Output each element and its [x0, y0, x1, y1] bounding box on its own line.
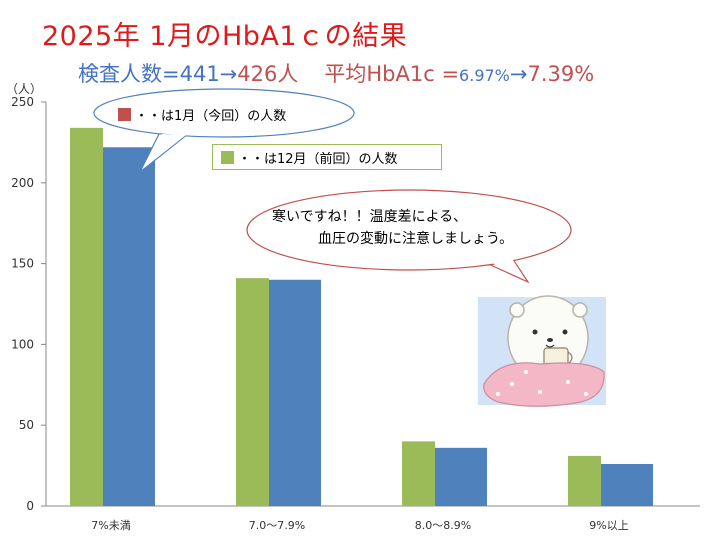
x-tick-label: 7%未満 — [91, 519, 130, 532]
legend-december: ・・は12月（前回）の人数 — [212, 144, 442, 170]
legend-swatch-december — [221, 150, 234, 164]
polar-bear-with-cup-icon — [478, 295, 606, 407]
subtitle-arrow: → — [509, 62, 528, 86]
bar-december — [236, 278, 269, 506]
bar-january — [103, 147, 155, 507]
y-axis-unit: （人） — [6, 82, 43, 96]
legend-swatch-january — [118, 108, 131, 121]
bar-january — [269, 279, 321, 506]
y-tick-label: 0 — [26, 499, 34, 513]
message-speech-bubble — [246, 189, 572, 284]
bar-january — [601, 463, 653, 506]
legend-speech-bubble — [93, 88, 355, 173]
legend-january: ・・は1月（今回）の人数 — [118, 105, 286, 124]
bar-december — [70, 127, 103, 506]
y-tick-label: 50 — [19, 418, 34, 432]
y-tick-label: 250 — [11, 95, 34, 109]
y-tick-label: 100 — [11, 337, 34, 351]
legend-december-label: ・・は12月（前回）の人数 — [238, 151, 398, 167]
message-line-1: 寒いですね！！温度差による、 — [272, 209, 468, 225]
subtitle-avg-label: 平均HbA1c = — [324, 62, 460, 86]
bar-december — [402, 441, 435, 506]
subtitle-count: 426人 — [237, 62, 299, 86]
bar-january — [435, 447, 487, 506]
subtitle-avg-prev: 6.97% — [459, 66, 510, 85]
y-tick-label: 150 — [11, 257, 34, 271]
message-text: 寒いですね！！温度差による、 血圧の変動に注意しましょう。 — [272, 206, 513, 250]
bar-december — [568, 455, 601, 506]
y-tick-label: 200 — [11, 176, 34, 190]
x-tick-label: 8.0〜8.9% — [415, 519, 471, 532]
x-tick-label: 9%以上 — [589, 519, 628, 532]
chart-title: 2025年 1月のHbA1ｃの結果 — [42, 21, 408, 52]
subtitle-avg-now: 7.39% — [527, 62, 595, 86]
legend-january-label: ・・は1月（今回）の人数 — [135, 109, 287, 124]
subtitle-prefix: 検査人数=441→ — [78, 62, 238, 86]
message-line-2: 血圧の変動に注意しましょう。 — [318, 231, 514, 247]
chart-subtitle: 検査人数=441→426人 平均HbA1c =6.97%→7.39% — [78, 58, 594, 88]
x-tick-label: 7.0〜7.9% — [249, 519, 305, 532]
